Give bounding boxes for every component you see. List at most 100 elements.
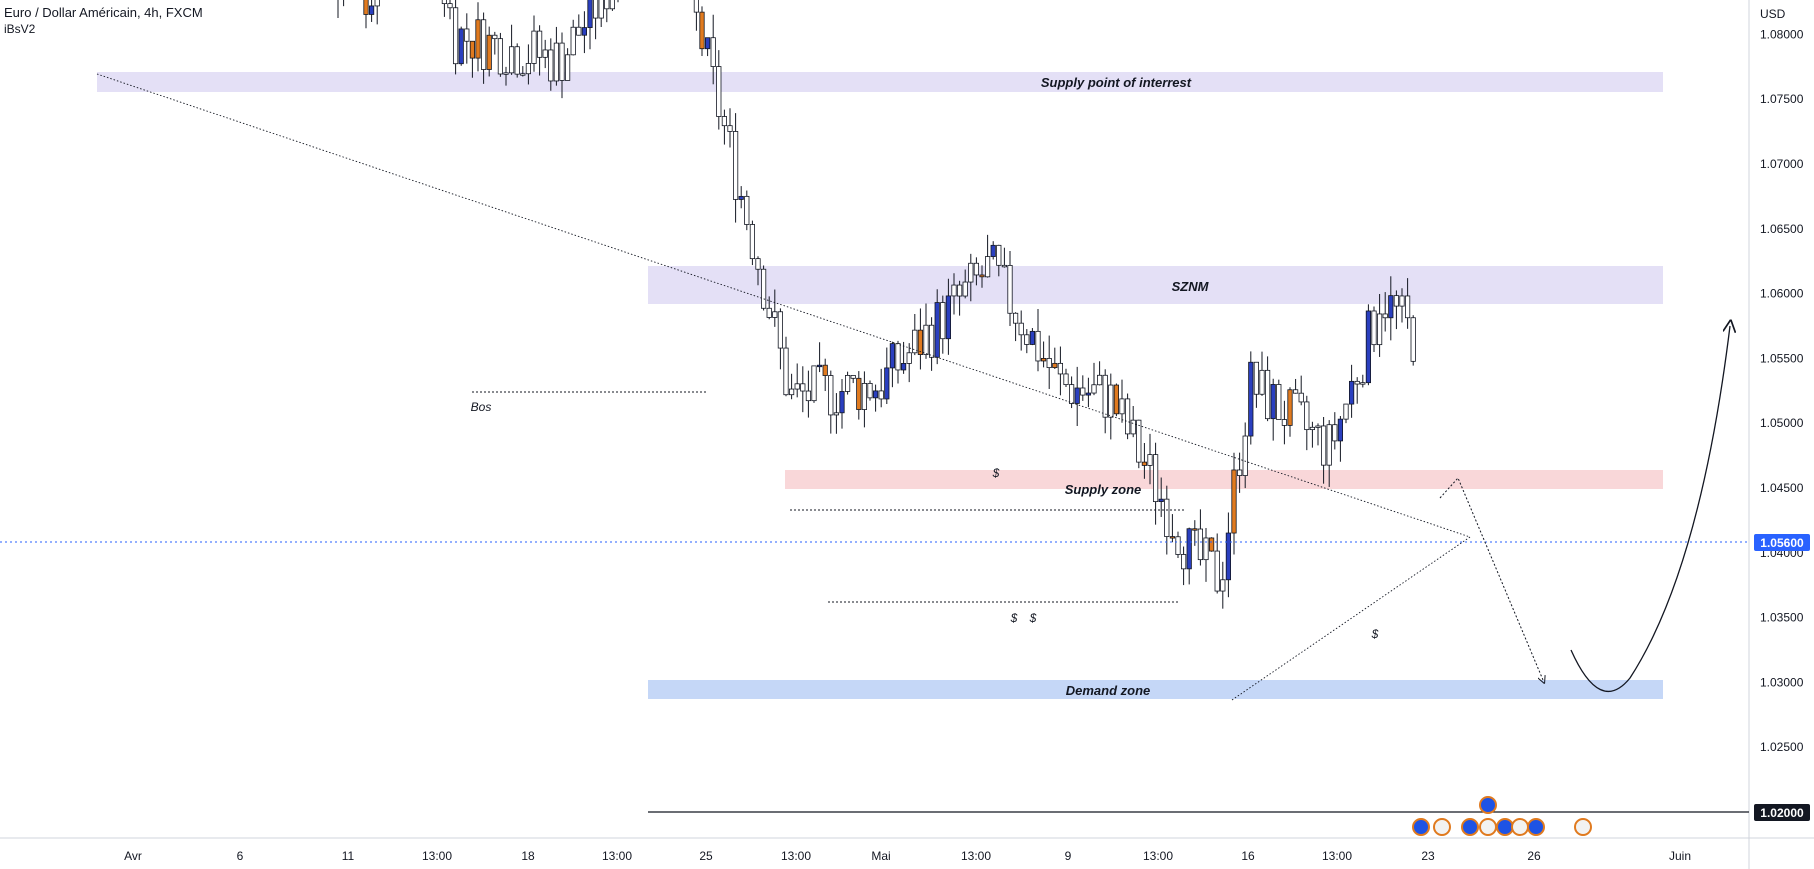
us-flag-icon[interactable] bbox=[1511, 818, 1529, 836]
time-tick: 18 bbox=[521, 849, 535, 863]
liquidity-marker-3: $ bbox=[1029, 611, 1037, 625]
candle-body bbox=[1349, 380, 1355, 405]
eu-flag-icon[interactable] bbox=[1479, 796, 1497, 814]
demand-zone[interactable] bbox=[648, 680, 1663, 699]
candle-body bbox=[716, 66, 722, 117]
candle-body bbox=[1399, 295, 1405, 307]
candle-body bbox=[497, 38, 504, 75]
supply-zone[interactable] bbox=[785, 470, 1663, 489]
indicator-name[interactable]: iBsV2 bbox=[4, 22, 36, 36]
symbol-title[interactable]: Euro / Dollar Américain, 4h, FXCM bbox=[4, 5, 203, 20]
candle-body bbox=[559, 42, 565, 81]
price-tick: 1.05500 bbox=[1760, 351, 1804, 365]
level-badge-text: 1.02000 bbox=[1760, 806, 1804, 820]
candle-body bbox=[1141, 461, 1147, 466]
candle-body bbox=[469, 40, 476, 59]
candle-body bbox=[705, 37, 711, 50]
candle-body bbox=[1382, 313, 1388, 319]
us-flag-icon[interactable] bbox=[1433, 818, 1451, 836]
candle-body bbox=[693, 0, 700, 13]
time-tick: 13:00 bbox=[1143, 849, 1173, 863]
candle-body bbox=[1046, 358, 1052, 369]
candle-body bbox=[1158, 498, 1164, 503]
candle-body bbox=[542, 49, 548, 58]
candle-body bbox=[447, 3, 453, 9]
candle-body bbox=[783, 347, 789, 396]
demand-zone-label: Demand zone bbox=[1066, 683, 1151, 698]
supply-poi-zone[interactable] bbox=[97, 72, 1663, 92]
time-axis[interactable]: Avr 6 11 13:00 18 13:00 25 13:00 Mai 13:00 9 13:00 1… bbox=[124, 849, 1691, 863]
candle-body bbox=[565, 54, 571, 81]
candle-body bbox=[1259, 369, 1265, 395]
us-flag-icon[interactable] bbox=[1479, 818, 1497, 836]
candle-body bbox=[1085, 392, 1091, 396]
time-tick: Avr bbox=[124, 849, 142, 863]
eu-flag-icon[interactable] bbox=[1527, 818, 1545, 836]
projection-curve[interactable] bbox=[1570, 326, 1730, 693]
sznm-label: SZNM bbox=[1172, 279, 1210, 294]
candle-body bbox=[1080, 387, 1086, 396]
candle-body bbox=[553, 42, 560, 82]
candle-body bbox=[1377, 313, 1383, 346]
candle-body bbox=[1253, 361, 1259, 395]
candle-body bbox=[811, 365, 817, 402]
price-tick: 1.03500 bbox=[1760, 611, 1804, 625]
candle-body bbox=[828, 375, 834, 416]
candle-body bbox=[1315, 425, 1321, 428]
candle-body bbox=[604, 0, 610, 10]
liquidity-marker-1: $ bbox=[992, 466, 1000, 480]
candle-body bbox=[1091, 384, 1097, 394]
candle-body bbox=[772, 311, 778, 318]
candle-body bbox=[1309, 426, 1315, 431]
eu-flag-icon[interactable] bbox=[1496, 818, 1514, 836]
candle-body bbox=[727, 125, 733, 132]
descending-trendline[interactable] bbox=[96, 73, 1471, 538]
price-tick: 1.06500 bbox=[1760, 222, 1804, 236]
liquidity-marker-2: $ bbox=[1010, 611, 1018, 625]
candle-body bbox=[973, 262, 980, 276]
candle-body bbox=[940, 302, 946, 340]
us-flag-icon[interactable] bbox=[1574, 818, 1592, 836]
candle-body bbox=[1265, 369, 1271, 420]
candle-body bbox=[480, 19, 487, 70]
chart-header: Euro / Dollar Américain, 4h, FXCM iBsV2 bbox=[4, 4, 203, 38]
candle-body bbox=[368, 5, 375, 15]
candle-body bbox=[1175, 536, 1181, 555]
candle-body bbox=[917, 329, 924, 355]
candle-body bbox=[1281, 419, 1287, 426]
candle-body bbox=[486, 34, 492, 70]
candle-body bbox=[755, 258, 761, 270]
eu-flag-icon[interactable] bbox=[1461, 818, 1479, 836]
price-axis[interactable]: 1.120001.115001.110001.105001.100001.095… bbox=[1760, 0, 1804, 754]
candle-body bbox=[761, 268, 767, 309]
candle-body bbox=[895, 343, 901, 371]
candle-body bbox=[503, 72, 509, 75]
projection-path-dotted[interactable] bbox=[1439, 477, 1543, 680]
candle-body bbox=[845, 375, 851, 392]
candle-body bbox=[1063, 373, 1069, 386]
candle-body bbox=[1181, 554, 1187, 570]
ascending-trendline[interactable] bbox=[1231, 536, 1471, 701]
candle-body bbox=[508, 46, 515, 74]
candle-body bbox=[800, 383, 806, 392]
candle-body bbox=[1298, 392, 1304, 403]
candle-body bbox=[514, 46, 520, 75]
price-tick: 1.03000 bbox=[1760, 675, 1804, 689]
candle-body bbox=[906, 352, 912, 364]
candle-body bbox=[1057, 362, 1063, 375]
candle-body bbox=[1102, 374, 1108, 418]
candle-body bbox=[492, 34, 498, 40]
candle-body bbox=[1321, 425, 1327, 466]
sznm-zone[interactable] bbox=[648, 266, 1663, 304]
candle-body bbox=[1192, 528, 1198, 531]
candle-body bbox=[609, 0, 616, 10]
candle-body bbox=[1029, 330, 1035, 345]
candle-body bbox=[1405, 295, 1411, 319]
eu-flag-icon[interactable] bbox=[1412, 818, 1430, 836]
candle-body bbox=[1337, 418, 1343, 442]
candle-body bbox=[1326, 424, 1332, 466]
candle-body bbox=[520, 73, 526, 76]
candle-body bbox=[1270, 384, 1276, 420]
candle-body bbox=[1276, 384, 1282, 420]
